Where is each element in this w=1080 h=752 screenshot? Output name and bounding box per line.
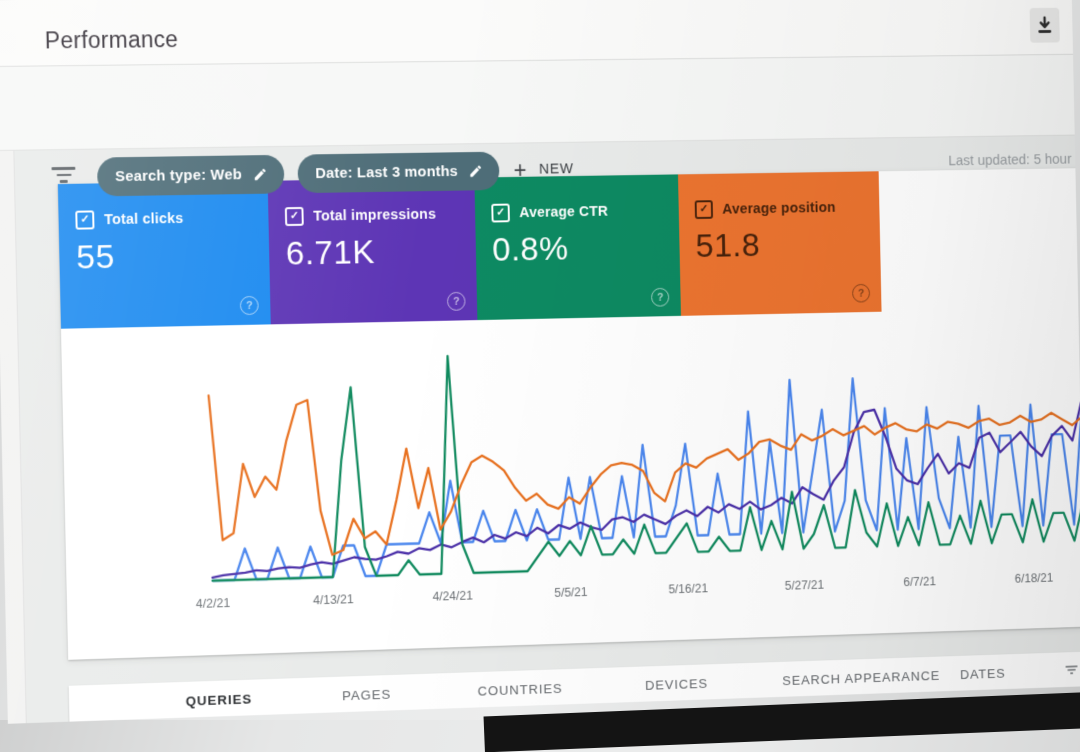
date-range-chip-label: Date: Last 3 months: [315, 163, 458, 182]
new-filter-label: NEW: [539, 161, 574, 177]
metric-card-total-clicks[interactable]: ✓ Total clicks 55 ?: [58, 181, 271, 329]
x-tick-label: 5/27/21: [761, 577, 848, 593]
x-tick-label: 4/24/21: [408, 588, 497, 604]
tab-pages[interactable]: PAGES: [342, 687, 391, 703]
metric-value: 55: [76, 238, 115, 278]
metric-value: 6.71K: [285, 233, 375, 273]
help-icon[interactable]: ?: [447, 292, 466, 311]
metric-value: 51.8: [695, 227, 760, 266]
new-filter-button[interactable]: + NEW: [508, 154, 580, 185]
metric-label: Average CTR: [519, 203, 608, 220]
metric-card-total-impressions[interactable]: ✓ Total impressions 6.71K ?: [268, 178, 478, 325]
x-tick-label: 5/5/21: [527, 584, 615, 600]
metric-label: Average position: [722, 200, 836, 217]
search-type-chip-label: Search type: Web: [115, 166, 242, 185]
x-tick-label: 4/13/21: [288, 592, 378, 609]
checkbox-checked-icon[interactable]: ✓: [695, 200, 713, 219]
x-tick-label: 4/2/21: [168, 595, 259, 612]
download-icon: [1036, 16, 1053, 35]
tab-devices[interactable]: DEVICES: [645, 676, 708, 693]
checkbox-checked-icon[interactable]: ✓: [491, 204, 510, 223]
plus-icon: +: [513, 159, 526, 182]
metric-value: 0.8%: [492, 230, 569, 270]
search-type-chip[interactable]: Search type: Web: [97, 155, 284, 197]
edit-icon: [252, 167, 267, 182]
help-icon[interactable]: ?: [852, 284, 870, 303]
page-title: Performance: [45, 27, 179, 55]
edit-icon: [468, 164, 483, 179]
performance-chart-card: ✓ Total clicks 55 ? ✓ Total impressions …: [58, 168, 1080, 660]
tab-dates[interactable]: DATES: [960, 666, 1006, 682]
tab-search-appearance[interactable]: SEARCH APPEARANCE: [782, 668, 940, 688]
search-console-performance-page: Performance Search type: Web Date: Last …: [0, 0, 1080, 724]
x-tick-label: 6/7/21: [877, 574, 963, 590]
help-icon[interactable]: ?: [240, 296, 259, 315]
chart-plot-area: 4/2/21 4/13/21 4/24/21 5/5/21 5/16/21 5/27/21…: [99, 321, 1080, 641]
tab-queries[interactable]: QUERIES: [186, 692, 253, 709]
performance-chart[interactable]: [99, 321, 1080, 594]
checkbox-checked-icon[interactable]: ✓: [285, 207, 304, 226]
series-line-average-position: [209, 374, 1080, 559]
date-range-chip[interactable]: Date: Last 3 months: [297, 152, 499, 194]
metric-label: Total impressions: [313, 206, 436, 224]
metric-label: Total clicks: [104, 210, 184, 227]
metric-card-average-ctr[interactable]: ✓ Average CTR 0.8% ?: [474, 174, 681, 320]
table-filter-icon[interactable]: [1064, 661, 1080, 678]
filter-bar: Search type: Web Date: Last 3 months + N…: [0, 55, 1075, 151]
last-updated-text: Last updated: 5 hour: [948, 152, 1072, 169]
tab-countries[interactable]: COUNTRIES: [477, 681, 562, 699]
help-icon[interactable]: ?: [651, 288, 669, 307]
filter-lines-icon: [51, 167, 75, 183]
checkbox-checked-icon[interactable]: ✓: [75, 210, 94, 229]
metric-card-average-position[interactable]: ✓ Average position 51.8 ?: [678, 171, 882, 316]
export-button[interactable]: [1030, 8, 1060, 43]
x-tick-label: 6/18/21: [991, 570, 1076, 586]
x-tick-label: 5/16/21: [644, 581, 732, 597]
